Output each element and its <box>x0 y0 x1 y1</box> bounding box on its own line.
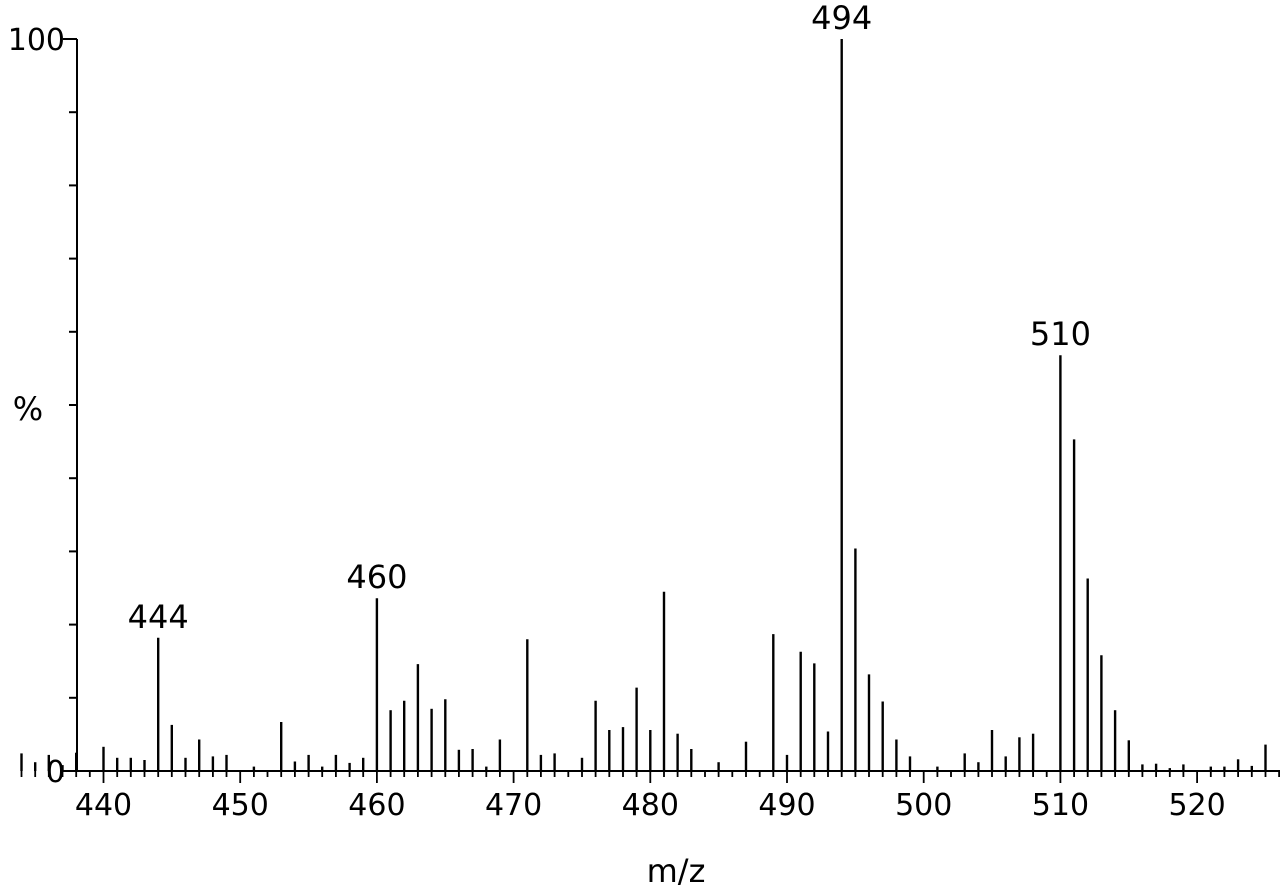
peak-label: 460 <box>346 558 407 596</box>
y-tick-label: 100 <box>8 23 65 58</box>
x-tick-label: 490 <box>758 788 815 823</box>
x-axis-label: m/z <box>647 852 706 887</box>
x-tick-label: 520 <box>1168 788 1225 823</box>
peak-label: 494 <box>811 0 872 37</box>
x-axis: 4404504604704804905005105205305405505605… <box>20 770 1280 823</box>
x-tick-label: 510 <box>1032 788 1089 823</box>
y-axis-label: % <box>13 390 43 428</box>
x-tick-label: 460 <box>348 788 405 823</box>
peak-label: 444 <box>128 598 189 636</box>
y-tick-label: 0 <box>46 755 65 790</box>
peak-labels-group: 444460494510552 <box>128 0 1091 636</box>
x-tick-label: 500 <box>895 788 952 823</box>
x-tick-label: 480 <box>622 788 679 823</box>
peaks-group <box>20 39 1267 771</box>
x-tick-label: 470 <box>485 788 542 823</box>
y-axis: 0 100 <box>8 23 78 790</box>
peak-label: 510 <box>1030 315 1091 353</box>
x-tick-label: 440 <box>75 788 132 823</box>
x-tick-label: 450 <box>212 788 269 823</box>
